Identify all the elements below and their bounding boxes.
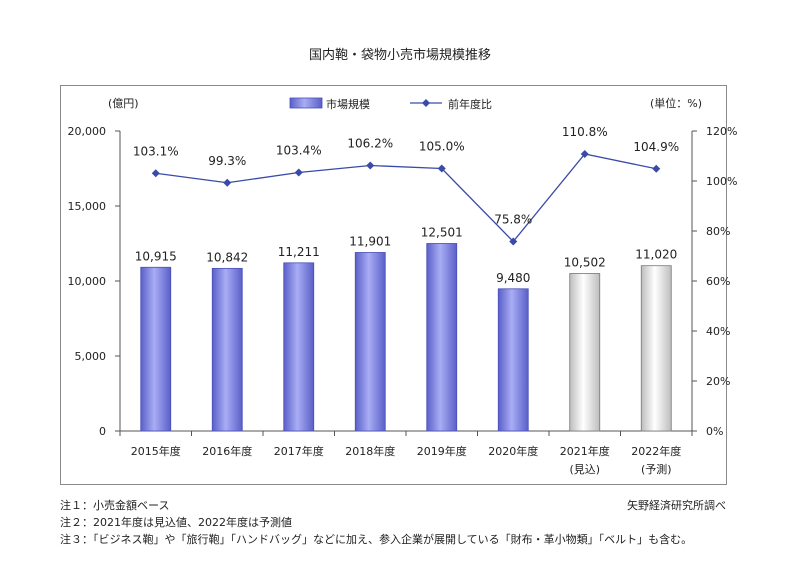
bar-market-size [640,265,672,432]
note-3: 注３：「ビジネス鞄」や「旅行鞄」「ハンドバッグ」などに加え、参入企業が展開してい… [60,533,693,546]
y-left-tick-label: 5,000 [75,350,107,363]
y-right-tick-label: 20% [706,375,730,388]
line-value-label: 103.1% [133,144,179,158]
legend-label-bar: 市場規模 [326,97,370,111]
chart-title: 国内鞄・袋物小売市場規模推移 [308,48,491,63]
y-left-tick-label: 15,000 [68,200,107,213]
note-1: 注１：小売金額ベース [60,499,170,512]
line-yoy-ratio [155,153,657,243]
line-point-marker [366,161,375,170]
y-right-tick-label: 100% [706,175,737,188]
x-tick-sublabel: (予測) [641,462,672,476]
bar-value-label: 11,211 [278,245,320,259]
y-right-tick-label: 120% [706,125,737,138]
line-point-marker [223,178,232,187]
bar-value-label: 12,501 [421,225,463,239]
y-left-unit: (億円) [108,97,139,110]
bar-value-label: 10,502 [564,255,606,269]
line-point-marker [580,150,589,158]
line-value-label: 103.4% [276,144,322,158]
line-point-marker [151,169,160,178]
line-value-label: 104.9% [633,140,679,154]
line-point-marker [294,168,303,177]
x-tick-label: 2020年度 [488,444,538,458]
y-right-tick-label: 80% [706,225,730,238]
line-value-label: 99.3% [208,154,246,168]
bar-value-label: 10,842 [206,250,248,264]
x-tick-sublabel: (見込) [569,463,600,476]
line-value-label: 110.8% [562,125,608,139]
bar-market-size [497,288,529,432]
source-credit: 矢野経済研究所調べ [627,499,726,512]
bar-value-label: 11,020 [635,248,677,262]
note-2: 注２：2021年度は見込値、2022年度は予測値 [60,516,292,529]
chart-frame [60,85,727,485]
bar-value-label: 11,901 [349,234,391,248]
x-tick-label: 2017年度 [274,444,324,458]
x-tick-label: 2022年度 [631,444,681,458]
y-right-tick-label: 0% [706,425,723,438]
legend-marker-line [422,99,430,107]
line-value-label: 75.8% [494,213,532,227]
x-tick-label: 2015年度 [131,444,181,458]
line-value-label: 106.2% [347,137,393,151]
bar-market-size [211,267,243,432]
y-right-tick-label: 40% [706,325,730,338]
y-right-unit: (単位：%) [650,96,702,110]
line-point-marker [509,237,518,246]
y-left-tick-label: 0 [99,425,106,438]
line-point-marker [437,164,446,173]
x-tick-label: 2021年度 [560,444,610,458]
y-left-tick-label: 10,000 [68,275,107,288]
bar-market-size [354,252,386,432]
y-right-tick-label: 60% [706,275,730,288]
bar-value-label: 10,915 [135,249,177,263]
x-tick-label: 2016年度 [202,444,252,458]
y-left-tick-label: 20,000 [68,125,107,138]
bar-market-size [569,273,601,432]
legend-swatch-bar [289,97,323,109]
x-tick-label: 2018年度 [345,444,395,458]
legend-label-line: 前年度比 [448,97,492,111]
x-tick-label: 2019年度 [417,444,467,458]
bar-market-size [426,243,458,432]
line-value-label: 105.0% [419,140,465,154]
bar-market-size [283,262,315,432]
line-point-marker [652,164,661,173]
bar-market-size [140,266,172,432]
bar-value-label: 9,480 [496,271,530,285]
